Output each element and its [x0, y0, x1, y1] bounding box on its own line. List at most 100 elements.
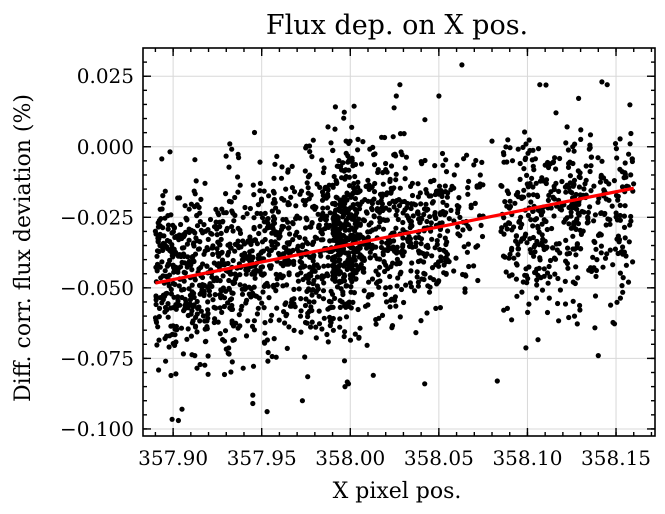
data-point: [220, 219, 226, 225]
data-point: [330, 254, 336, 261]
data-point: [365, 198, 371, 204]
data-point: [429, 236, 435, 242]
data-point: [622, 170, 628, 176]
data-point: [351, 267, 357, 273]
data-point: [196, 204, 202, 210]
data-point: [563, 189, 569, 195]
data-point: [620, 275, 626, 281]
data-point: [507, 145, 513, 151]
data-point: [260, 289, 266, 295]
data-point: [346, 167, 352, 173]
data-point: [362, 303, 369, 309]
y-tick-label: −0.075: [60, 346, 134, 370]
data-point: [308, 254, 314, 260]
data-point: [564, 182, 570, 188]
data-point: [383, 285, 389, 291]
data-point: [224, 225, 230, 231]
data-point: [340, 214, 346, 220]
data-point: [391, 204, 397, 210]
data-point: [479, 233, 486, 240]
data-point: [567, 159, 573, 165]
data-point: [617, 295, 624, 301]
data-point: [422, 117, 428, 123]
data-point: [429, 265, 436, 271]
data-point: [543, 82, 549, 88]
data-point: [440, 199, 446, 205]
data-point: [612, 141, 619, 147]
data-point: [611, 178, 618, 184]
data-point: [273, 232, 279, 238]
data-point: [407, 280, 413, 286]
data-point: [570, 246, 576, 252]
data-point: [228, 296, 235, 302]
data-point: [329, 291, 336, 297]
data-point: [426, 289, 433, 295]
data-point: [557, 287, 564, 293]
data-point: [530, 223, 536, 229]
x-tick-label: 358.00: [315, 446, 385, 470]
data-point: [300, 276, 306, 283]
data-point: [267, 224, 273, 230]
data-point: [257, 159, 263, 165]
data-point: [371, 189, 378, 195]
data-point: [511, 255, 517, 261]
data-point: [523, 155, 529, 161]
data-point: [189, 267, 195, 273]
data-point: [520, 144, 526, 150]
data-point: [352, 161, 359, 168]
data-point: [232, 271, 238, 277]
data-point: [170, 340, 176, 347]
data-point: [597, 179, 604, 185]
data-point: [408, 205, 414, 212]
data-point: [604, 251, 610, 257]
data-point: [280, 283, 286, 289]
data-point: [611, 321, 618, 327]
data-point: [627, 141, 633, 147]
data-point: [437, 246, 443, 253]
data-point: [524, 172, 530, 178]
data-point: [528, 217, 534, 223]
data-point: [595, 199, 601, 205]
data-point: [524, 240, 530, 246]
data-point: [194, 223, 201, 229]
data-point: [351, 181, 357, 187]
data-point: [415, 279, 421, 285]
data-point: [464, 152, 470, 158]
data-point: [400, 235, 406, 241]
data-point: [160, 297, 166, 303]
data-point: [538, 209, 544, 216]
data-point: [190, 241, 196, 247]
data-point: [442, 235, 448, 241]
data-point: [209, 231, 215, 237]
data-point: [550, 159, 557, 165]
data-point: [348, 276, 354, 282]
data-point: [194, 329, 200, 335]
data-point: [564, 251, 570, 257]
data-point: [320, 296, 327, 302]
data-point: [409, 223, 415, 229]
data-point: [377, 264, 383, 270]
data-point: [269, 208, 275, 214]
data-point: [527, 180, 533, 187]
data-point: [629, 156, 635, 162]
data-point: [292, 304, 298, 310]
data-point: [623, 262, 630, 268]
data-point: [278, 260, 284, 266]
data-point: [460, 227, 466, 233]
data-point: [617, 202, 623, 208]
data-point: [336, 257, 342, 263]
data-point: [401, 299, 407, 306]
data-point: [239, 303, 245, 309]
data-point: [304, 320, 310, 326]
data-point: [357, 232, 363, 238]
data-point: [373, 321, 379, 327]
data-point: [198, 308, 204, 314]
data-point: [330, 147, 336, 154]
data-point: [235, 189, 241, 195]
data-point: [243, 333, 250, 339]
data-point: [279, 223, 285, 229]
data-point: [320, 169, 326, 176]
data-point: [391, 238, 397, 244]
data-point: [341, 115, 347, 121]
data-point: [337, 269, 343, 275]
